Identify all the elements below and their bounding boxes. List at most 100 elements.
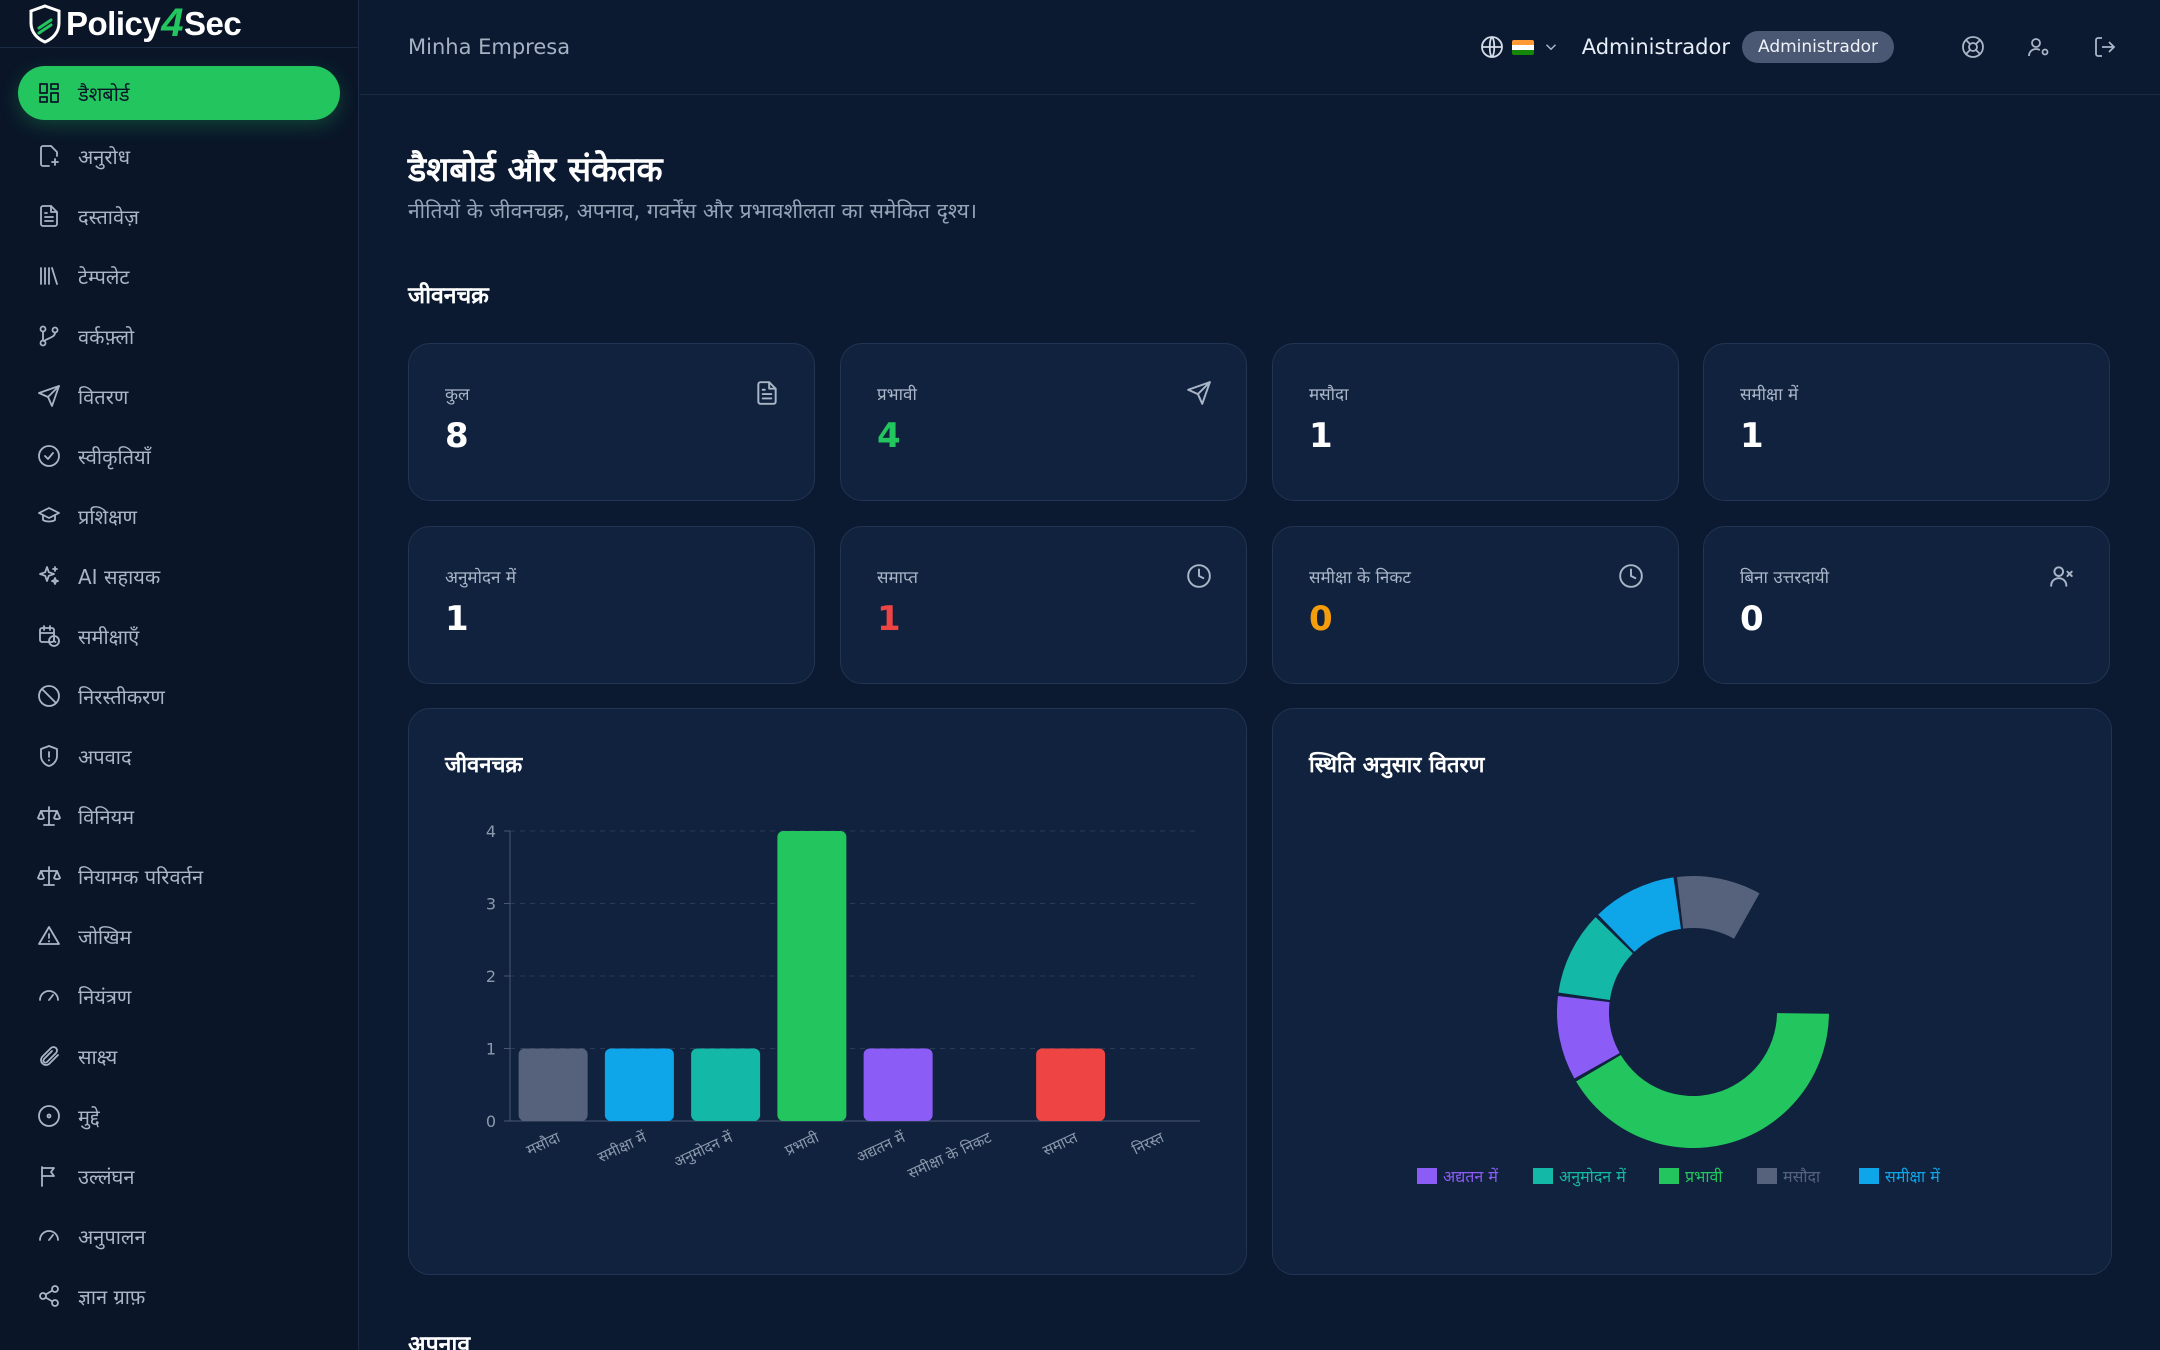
sidebar-item-label: टेम्पलेट <box>78 264 130 289</box>
sidebar-item-icon <box>36 323 62 349</box>
stat-value: 8 <box>445 416 469 456</box>
sidebar-item-label: अपवाद <box>78 744 132 769</box>
stat-card[interactable]: मसौदा 1 <box>1272 343 1679 501</box>
sidebar-item[interactable]: मुद्दे <box>18 1086 340 1146</box>
lifecycle-chart-card: जीवनचक्र 0 1 2 3 4 मसौदा समीक्षा में अनुमोदन मे… <box>408 708 1247 1275</box>
x-tick-label: समीक्षा के निकट <box>905 1128 995 1183</box>
legend-label[interactable]: अनुमोदन में <box>1559 1167 1626 1187</box>
y-tick-label: 1 <box>486 1040 496 1059</box>
bar <box>777 831 847 1121</box>
help-button[interactable] <box>1958 32 1988 62</box>
ban-icon <box>38 685 60 707</box>
stat-value: 0 <box>1309 599 1333 639</box>
sidebar-item[interactable]: वितरण <box>18 366 340 426</box>
stat-card[interactable]: बिना उत्तरदायी 0 <box>1703 526 2110 684</box>
lifecycle-bar-chart: 0 1 2 3 4 मसौदा समीक्षा में अनुमोदन में प्रभावी अ… <box>486 822 1200 1183</box>
sidebar-item[interactable]: अनुरोध <box>18 126 340 186</box>
sidebar-item-label: नियामक परिवर्तन <box>78 864 204 889</box>
sidebar-item[interactable]: अपवाद <box>18 726 340 786</box>
sidebar-item[interactable]: डैशबोर्ड <box>18 66 340 120</box>
sidebar-item-icon <box>36 923 62 949</box>
y-tick-label: 3 <box>486 895 496 914</box>
dashboard-icon <box>39 83 59 103</box>
check-circle-icon <box>38 445 60 467</box>
legend-swatch <box>1659 1168 1679 1184</box>
app-logo[interactable]: Policy 4 Sec <box>0 0 358 48</box>
sidebar-item-icon <box>36 443 62 469</box>
y-tick-label: 4 <box>486 822 496 841</box>
bar <box>863 1048 933 1121</box>
sidebar-item[interactable]: समीक्षाएँ <box>18 606 340 666</box>
legend-label[interactable]: प्रभावी <box>1685 1167 1723 1186</box>
donut-slice[interactable] <box>1677 876 1760 939</box>
section-title-adoption: अपनाव <box>408 1332 471 1350</box>
stat-label: मसौदा <box>1309 385 1349 405</box>
shield-alert-icon <box>40 745 58 767</box>
sidebar-item[interactable]: निरस्तीकरण <box>18 666 340 726</box>
flag-icon <box>41 1166 55 1187</box>
sidebar-item-label: ज्ञान ग्राफ़ <box>78 1284 146 1309</box>
share-graph-icon <box>39 1285 59 1307</box>
sidebar-item[interactable]: विनियम <box>18 786 340 846</box>
sidebar-item-icon <box>36 563 62 589</box>
sidebar-item[interactable]: अनुपालन <box>18 1206 340 1266</box>
donut-slice[interactable] <box>1558 917 1633 1000</box>
sidebar-item-label: स्वीकृतियाँ <box>78 444 151 469</box>
sidebar-item[interactable]: स्वीकृतियाँ <box>18 426 340 486</box>
stat-value: 1 <box>877 599 901 639</box>
library-icon <box>40 267 58 285</box>
legend-label[interactable]: अद्यतन में <box>1443 1167 1498 1186</box>
stat-value: 1 <box>1740 416 1764 456</box>
sidebar-item[interactable]: ज्ञान ग्राफ़ <box>18 1266 340 1326</box>
scale-icon <box>37 866 61 886</box>
shield-logo-icon <box>29 3 61 44</box>
sidebar-item-icon <box>36 1283 62 1309</box>
globe-icon <box>1480 36 1503 58</box>
sidebar-item[interactable]: साक्ष्य <box>18 1026 340 1086</box>
sidebar-item[interactable]: जोखिम <box>18 906 340 966</box>
stat-value: 1 <box>445 599 469 639</box>
warning-triangle-icon <box>38 926 60 945</box>
stat-card[interactable]: समाप्त 1 <box>840 526 1247 684</box>
role-badge: Administrador <box>1741 31 1894 63</box>
bar <box>691 1048 761 1121</box>
company-name[interactable]: Minha Empresa <box>408 35 571 59</box>
stat-card[interactable]: समीक्षा में 1 <box>1703 343 2110 501</box>
logout-icon <box>2095 37 2116 57</box>
profile-button[interactable] <box>2024 32 2054 62</box>
sidebar-item[interactable]: दस्तावेज़ <box>18 186 340 246</box>
legend-label[interactable]: मसौदा <box>1783 1167 1821 1186</box>
logout-button[interactable] <box>2090 32 2120 62</box>
sidebar-item[interactable]: नियामक परिवर्तन <box>18 846 340 906</box>
stat-icon <box>1186 380 1212 406</box>
sidebar-item-icon <box>36 1043 62 1069</box>
x-tick-label: समाप्त <box>1040 1128 1081 1160</box>
sidebar-item[interactable]: वर्कफ़्लो <box>18 306 340 366</box>
donut-slice[interactable] <box>1576 1013 1829 1148</box>
sparkles-icon <box>39 566 59 585</box>
sidebar-item[interactable]: नियंत्रण <box>18 966 340 1026</box>
stat-card[interactable]: प्रभावी 4 <box>840 343 1247 501</box>
donut-slice[interactable] <box>1557 996 1620 1079</box>
stat-card[interactable]: समीक्षा के निकट 0 <box>1272 526 1679 684</box>
sidebar-item-label: उल्लंघन <box>78 1164 135 1189</box>
donut-slice[interactable] <box>1598 877 1681 952</box>
language-selector[interactable] <box>1480 35 1560 59</box>
legend-label[interactable]: समीक्षा में <box>1885 1167 1940 1186</box>
document-icon <box>40 205 58 227</box>
user-settings-icon <box>2028 38 2049 57</box>
chevron-down-icon <box>1545 44 1556 51</box>
sidebar-item[interactable]: प्रशिक्षण <box>18 486 340 546</box>
stat-label: अनुमोदन में <box>445 568 517 588</box>
stat-card[interactable]: कुल 8 <box>408 343 815 501</box>
sidebar-nav: डैशबोर्ड अनुरोध दस्तावेज़ टेम्पलेट वर्कफ़्लो… <box>0 48 358 1326</box>
sidebar-item[interactable]: AI सहायक <box>18 546 340 606</box>
sidebar-item-label: वर्कफ़्लो <box>78 324 135 349</box>
sidebar-item[interactable]: उल्लंघन <box>18 1146 340 1206</box>
x-tick-label: मसौदा <box>524 1128 564 1160</box>
stat-label: बिना उत्तरदायी <box>1740 568 1830 588</box>
stat-card[interactable]: अनुमोदन में 1 <box>408 526 815 684</box>
sidebar-item[interactable]: टेम्पलेट <box>18 246 340 306</box>
legend-swatch <box>1859 1168 1879 1184</box>
paperclip-icon <box>40 1046 59 1066</box>
